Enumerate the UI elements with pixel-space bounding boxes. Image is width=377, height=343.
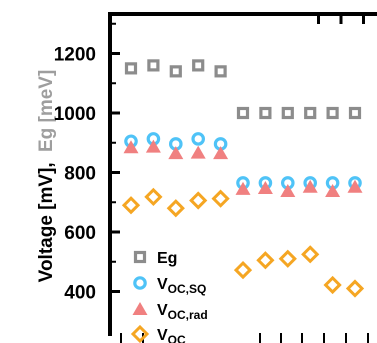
- data-point-diamond: [233, 260, 253, 280]
- data-point-diamond: [256, 251, 275, 270]
- data-point-triangle: [280, 183, 296, 197]
- data-point-triangle: [257, 180, 273, 194]
- data-point-square: [147, 59, 160, 72]
- svg-text:Voltage [mV], Eg [meV]: Voltage [mV], Eg [meV]: [36, 70, 57, 283]
- data-point-diamond: [144, 187, 163, 207]
- data-point-diamond: [345, 279, 365, 298]
- legend-marker-diamond: [130, 324, 150, 343]
- data-point-square: [214, 65, 227, 78]
- y-tick-label: 1200: [54, 45, 96, 66]
- data-point-diamond: [278, 249, 297, 268]
- data-point-square: [348, 106, 362, 120]
- legend-label: VOC,SQ: [157, 276, 206, 296]
- data-point-diamond: [189, 191, 208, 210]
- y-axis-label: Voltage [mV], Eg [meV]: [36, 70, 57, 283]
- data-point-triangle: [235, 181, 251, 195]
- data-point-triangle: [213, 146, 229, 160]
- y-tick-label: 600: [64, 223, 96, 244]
- legend: Eg VOC,SQ VOC,rad VOC: [130, 250, 208, 343]
- data-point-triangle: [347, 179, 363, 193]
- legend-label: Eg: [157, 250, 177, 267]
- y-label-eg: Eg [meV]: [36, 70, 57, 152]
- data-point-square: [281, 106, 294, 120]
- data-point-circle: [191, 132, 205, 146]
- data-point-diamond: [166, 199, 185, 218]
- data-point-square: [236, 106, 250, 120]
- y-label-voltage: Voltage [mV],: [36, 162, 57, 282]
- data-point-triangle: [145, 139, 161, 153]
- y-tick-label: 800: [64, 164, 96, 185]
- data-point-square: [304, 106, 317, 120]
- data-point-square: [169, 65, 182, 78]
- series-square: [124, 59, 362, 120]
- data-point-triangle: [325, 183, 341, 197]
- data-point-triangle: [123, 140, 139, 154]
- legend-label: VOC: [157, 327, 186, 343]
- legend-marker-triangle: [132, 302, 148, 315]
- data-point-square: [259, 106, 272, 120]
- legend-marker-square: [133, 250, 147, 264]
- series-circle: [124, 132, 362, 190]
- series-diamond: [121, 187, 365, 298]
- data-point-diamond: [301, 245, 320, 264]
- data-point-triangle: [302, 179, 318, 193]
- series-triangle: [123, 139, 363, 197]
- legend-marker-circle: [133, 276, 147, 290]
- data-point-diamond: [323, 275, 342, 295]
- data-point-square: [326, 106, 339, 120]
- data-point-square: [192, 59, 205, 72]
- data-point-square: [124, 62, 138, 75]
- y-tick-label: 1000: [54, 104, 96, 125]
- y-tick-label: 400: [64, 283, 96, 304]
- data-point-diamond: [211, 189, 230, 208]
- legend-label: VOC,rad: [157, 302, 208, 322]
- data-point-triangle: [190, 145, 206, 159]
- data-point-triangle: [168, 146, 184, 160]
- data-point-diamond: [121, 196, 141, 215]
